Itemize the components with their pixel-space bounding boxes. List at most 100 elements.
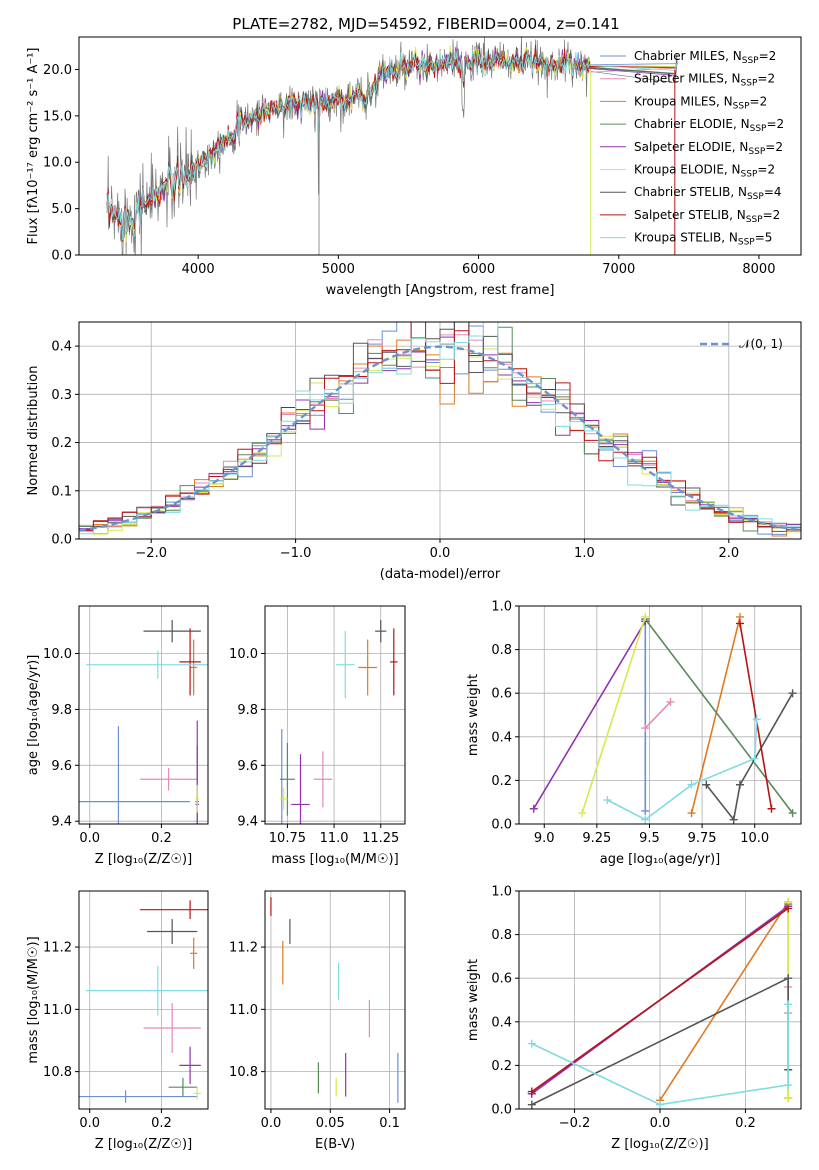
series-marker	[735, 619, 744, 628]
model-spectrum-8	[106, 48, 678, 241]
x-tick-label: 10.75	[269, 831, 306, 846]
plot-area-mass-vs-EBV	[270, 897, 399, 1103]
y-tick-label: 0.0	[491, 1103, 512, 1118]
legend-label: Chabrier MILES, NSSP=2	[634, 49, 776, 66]
y-tick-label: 0.4	[491, 1015, 512, 1030]
x-tick-label: 8000	[742, 262, 775, 277]
legend-value: =2	[750, 94, 768, 108]
series-marker	[656, 1100, 664, 1109]
model-spectrum-7	[106, 44, 678, 243]
x-tick-label: 7000	[602, 262, 635, 277]
point-7	[179, 628, 201, 696]
point-0	[79, 1090, 198, 1103]
series-marker	[527, 1087, 536, 1096]
legend-label: Salpeter ELODIE, NSSP=2	[634, 140, 783, 157]
y-tick-label: 9.8	[51, 703, 72, 718]
series-marker	[687, 809, 696, 818]
residual-histogram-8	[79, 322, 801, 535]
y-tick-label: 9.4	[237, 815, 258, 830]
y-tick-label: 9.6	[237, 759, 258, 774]
series-marker	[729, 815, 738, 824]
series-marker	[578, 809, 587, 818]
series-2	[687, 612, 744, 818]
y-axis-label: age [log₁₀(age/yr)]	[26, 655, 41, 776]
panel-age-vs-mass: 10.75 11.0 11.25 9.4 9.6 9.8 10.0 mass [log₁₀(M…	[229, 605, 406, 867]
legend-value: =2	[757, 163, 775, 177]
legend-sub: SSP	[748, 147, 765, 157]
y-tick-label: 0.6	[491, 972, 512, 987]
x-axis-label: Z [log₁₀(Z/Z☉)]	[95, 1137, 192, 1152]
y-tick-label: 0.8	[491, 928, 512, 943]
axes-frame	[78, 605, 209, 825]
y-axis-label: mass weight	[466, 674, 481, 756]
residual-histogram-7	[79, 322, 801, 532]
series-marker	[767, 804, 776, 813]
legend-value: =2	[763, 208, 781, 222]
legend-name: Chabrier MILES, N	[634, 49, 742, 63]
x-tick-label: −0.2	[559, 1116, 591, 1131]
series-1	[641, 697, 675, 733]
axes-frame	[78, 36, 802, 256]
y-tick-label: 0.4	[491, 730, 512, 745]
x-tick-label: 1.0	[574, 546, 595, 561]
model-spectrum-0	[106, 47, 678, 237]
model-spectrum-1	[106, 48, 678, 235]
model-spectrum-5	[106, 44, 678, 243]
point-1	[313, 751, 333, 808]
series-marker	[784, 1000, 793, 1009]
legend-value: =2	[766, 117, 784, 131]
point-8	[335, 631, 355, 699]
normal-legend-label: 𝒩(0, 1)	[739, 337, 783, 351]
y-tick-label: 0.8	[491, 643, 512, 658]
series-marker	[784, 904, 793, 913]
point-3	[279, 742, 295, 816]
point-1	[143, 1003, 201, 1053]
panel-residuals: −2.0 −1.0 0.0 1.0 2.0 0.0 0.1 0.2 0.3 0.4 (data-mo…	[26, 321, 802, 582]
legend-name: Kroupa STELIB, N	[634, 231, 738, 245]
plot-area-mass-weight-vs-age	[529, 612, 797, 824]
x-tick-label: 0.0	[430, 546, 451, 561]
series-line	[739, 623, 773, 809]
point-1	[139, 768, 198, 791]
series-marker	[527, 1039, 536, 1048]
series-marker	[641, 612, 650, 621]
x-tick-label: 9.5	[639, 831, 660, 846]
point-6	[143, 619, 201, 643]
point-7	[390, 628, 398, 696]
point-6	[375, 619, 387, 643]
series-6	[702, 689, 797, 824]
y-tick-label: 10.8	[43, 1065, 72, 1080]
x-tick-label: 4000	[182, 262, 215, 277]
plot-area-mass-vs-Z	[79, 900, 208, 1103]
series-2	[656, 897, 793, 1105]
y-tick-label: 11.2	[43, 941, 72, 956]
x-tick-label: 2.0	[718, 546, 739, 561]
series-3	[641, 615, 797, 818]
series-8	[527, 1000, 793, 1109]
series-line	[644, 618, 794, 814]
legend-label: Kroupa STELIB, NSSP=5	[634, 231, 772, 248]
x-axis-label: (data-model)/error	[380, 567, 501, 582]
plot-layer: 4000 5000 6000 7000 8000 0.0 5.0 10.0 15.0 20.0 wa…	[26, 36, 802, 1152]
legend-name: Salpeter MILES, N	[634, 72, 741, 86]
point-0	[281, 728, 283, 824]
series-line	[531, 1004, 789, 1106]
y-tick-label: 20.0	[43, 63, 72, 78]
point-6	[147, 919, 198, 944]
series-line	[531, 907, 789, 1093]
panel-mass-vs-Z: 0.0 0.2 10.8 11.0 11.2 Z [log₁₀(Z/Z☉)] mass [l…	[26, 890, 209, 1152]
y-tick-label: 10.0	[43, 647, 72, 662]
series-line	[607, 719, 758, 821]
legend-sub: SSP	[746, 215, 763, 225]
series-marker	[750, 754, 759, 763]
legend-value: =2	[765, 140, 783, 154]
y-tick-label: 10.0	[43, 156, 72, 171]
series-marker	[529, 804, 538, 813]
x-tick-label: 0.2	[151, 1116, 172, 1131]
y-tick-label: 0.2	[51, 436, 72, 451]
x-tick-label: 0.2	[735, 1116, 756, 1131]
y-tick-label: 9.4	[51, 815, 72, 830]
point-2	[358, 639, 377, 696]
point-8	[86, 650, 208, 679]
